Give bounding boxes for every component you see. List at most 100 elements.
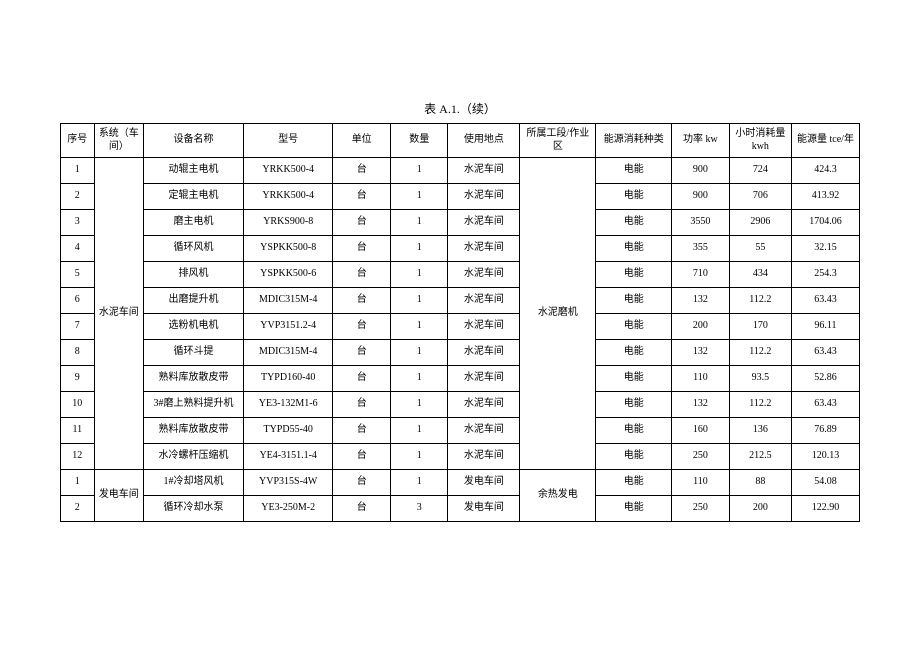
cell-model: YE3-250M-2 [243, 496, 332, 522]
cell-tce: 63.43 [791, 392, 859, 418]
cell-pow: 110 [672, 470, 730, 496]
cell-cons: 112.2 [729, 392, 791, 418]
cell-eq: 1#冷却塔风机 [144, 470, 244, 496]
cell-model: YSPKK500-8 [243, 236, 332, 262]
cell-model: YRKK500-4 [243, 184, 332, 210]
cell-model: MDIC315M-4 [243, 340, 332, 366]
cell-unit: 台 [333, 184, 391, 210]
cell-etype: 电能 [596, 184, 672, 210]
cell-etype: 电能 [596, 340, 672, 366]
cell-sect-merged: 余热发电 [520, 470, 596, 522]
cell-model: YVP315S-4W [243, 470, 332, 496]
table-row: 9 熟料库放散皮带 TYPD160-40 台 1 水泥车间 电能 110 93.… [61, 366, 860, 392]
cell-unit: 台 [333, 496, 391, 522]
col-header-loc: 使用地点 [448, 124, 520, 158]
cell-unit: 台 [333, 340, 391, 366]
cell-model: TYPD55-40 [243, 418, 332, 444]
cell-loc: 水泥车间 [448, 444, 520, 470]
cell-pow: 900 [672, 158, 730, 184]
cell-model: MDIC315M-4 [243, 288, 332, 314]
cell-model: YSPKK500-6 [243, 262, 332, 288]
cell-eq: 循环斗提 [144, 340, 244, 366]
cell-qty: 1 [390, 470, 448, 496]
col-header-sys: 系统（车间） [94, 124, 144, 158]
cell-tce: 76.89 [791, 418, 859, 444]
cell-pow: 710 [672, 262, 730, 288]
cell-model: YRKS900-8 [243, 210, 332, 236]
cell-loc: 水泥车间 [448, 210, 520, 236]
cell-qty: 1 [390, 340, 448, 366]
cell-cons: 136 [729, 418, 791, 444]
col-header-qty: 数量 [390, 124, 448, 158]
cell-pow: 900 [672, 184, 730, 210]
cell-unit: 台 [333, 210, 391, 236]
cell-seq: 5 [61, 262, 95, 288]
cell-seq: 3 [61, 210, 95, 236]
col-header-unit: 单位 [333, 124, 391, 158]
cell-pow: 250 [672, 444, 730, 470]
cell-cons: 706 [729, 184, 791, 210]
cell-sect-merged: 水泥磨机 [520, 158, 596, 470]
cell-pow: 132 [672, 288, 730, 314]
table-caption: 表 A.1.（续） [60, 100, 860, 117]
cell-eq: 熟料库放散皮带 [144, 418, 244, 444]
cell-qty: 1 [390, 392, 448, 418]
cell-unit: 台 [333, 470, 391, 496]
cell-unit: 台 [333, 392, 391, 418]
cell-seq: 1 [61, 470, 95, 496]
cell-loc: 发电车间 [448, 470, 520, 496]
table-row: 6 出磨提升机 MDIC315M-4 台 1 水泥车间 电能 132 112.2… [61, 288, 860, 314]
col-header-etype: 能源消耗种类 [596, 124, 672, 158]
cell-qty: 1 [390, 288, 448, 314]
cell-loc: 水泥车间 [448, 366, 520, 392]
cell-unit: 台 [333, 288, 391, 314]
cell-unit: 台 [333, 158, 391, 184]
cell-qty: 1 [390, 210, 448, 236]
cell-eq: 动辊主电机 [144, 158, 244, 184]
cell-seq: 2 [61, 184, 95, 210]
cell-etype: 电能 [596, 314, 672, 340]
cell-model: YE3-132M1-6 [243, 392, 332, 418]
table-row: 10 3#磨上熟料提升机 YE3-132M1-6 台 1 水泥车间 电能 132… [61, 392, 860, 418]
cell-pow: 110 [672, 366, 730, 392]
cell-loc: 水泥车间 [448, 262, 520, 288]
equipment-table: 序号 系统（车间） 设备名称 型号 单位 数量 使用地点 所属工段/作业区 能源… [60, 123, 860, 522]
cell-cons: 93.5 [729, 366, 791, 392]
cell-model: YRKK500-4 [243, 158, 332, 184]
table-row: 8 循环斗提 MDIC315M-4 台 1 水泥车间 电能 132 112.2 … [61, 340, 860, 366]
cell-tce: 424.3 [791, 158, 859, 184]
cell-qty: 1 [390, 418, 448, 444]
cell-seq: 11 [61, 418, 95, 444]
cell-loc: 水泥车间 [448, 340, 520, 366]
table-row: 1 水泥车间 动辊主电机 YRKK500-4 台 1 水泥车间 水泥磨机 电能 … [61, 158, 860, 184]
cell-etype: 电能 [596, 470, 672, 496]
cell-seq: 2 [61, 496, 95, 522]
cell-tce: 254.3 [791, 262, 859, 288]
cell-unit: 台 [333, 262, 391, 288]
cell-sys-merged: 水泥车间 [94, 158, 144, 470]
cell-seq: 10 [61, 392, 95, 418]
col-header-cons: 小时消耗量 kwh [729, 124, 791, 158]
cell-tce: 63.43 [791, 288, 859, 314]
table-row: 3 磨主电机 YRKS900-8 台 1 水泥车间 电能 3550 2906 1… [61, 210, 860, 236]
cell-cons: 200 [729, 496, 791, 522]
cell-tce: 1704.06 [791, 210, 859, 236]
cell-cons: 2906 [729, 210, 791, 236]
cell-eq: 熟料库放散皮带 [144, 366, 244, 392]
cell-pow: 3550 [672, 210, 730, 236]
cell-eq: 出磨提升机 [144, 288, 244, 314]
cell-unit: 台 [333, 444, 391, 470]
table-row: 11 熟料库放散皮带 TYPD55-40 台 1 水泥车间 电能 160 136… [61, 418, 860, 444]
cell-cons: 55 [729, 236, 791, 262]
cell-qty: 1 [390, 262, 448, 288]
cell-pow: 200 [672, 314, 730, 340]
cell-cons: 88 [729, 470, 791, 496]
cell-etype: 电能 [596, 262, 672, 288]
page-wrapper: 表 A.1.（续） 序号 系统（车间） 设备名称 型号 单位 数量 使用地点 所… [0, 0, 920, 562]
cell-pow: 160 [672, 418, 730, 444]
cell-etype: 电能 [596, 210, 672, 236]
table-row: 2 循环冷却水泵 YE3-250M-2 台 3 发电车间 电能 250 200 … [61, 496, 860, 522]
cell-pow: 132 [672, 340, 730, 366]
col-header-eq: 设备名称 [144, 124, 244, 158]
cell-loc: 水泥车间 [448, 184, 520, 210]
